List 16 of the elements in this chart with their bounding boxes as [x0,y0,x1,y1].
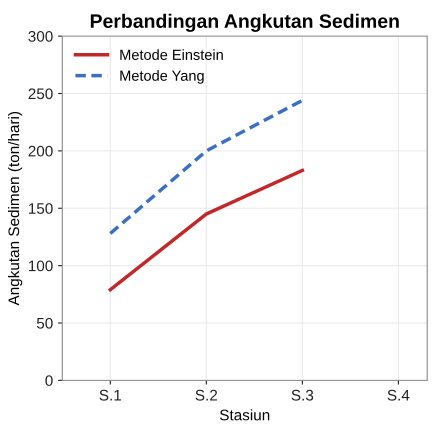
y-axis-title: Angkutan Sedimen (ton/hari) [8,112,22,306]
x-tick-label: S.2 [196,390,218,401]
legend-label: Metode Yang [120,70,204,84]
chart-title: Perbandingan Angkutan Sedimen [90,14,399,32]
y-tick-label: 300 [28,30,53,42]
y-tick-label: 100 [28,260,53,272]
x-tick-label: S.4 [388,390,410,401]
y-tick-label: 250 [28,88,53,100]
x-axis-title: Stasiun [220,409,270,420]
y-tick-label: 200 [28,146,53,157]
legend-label: Metode Einstein [120,49,223,60]
y-tick-label: 0 [45,375,53,386]
y-tick-label: 150 [28,203,53,214]
x-tick-label: S.1 [100,390,122,401]
x-tick-label: S.3 [292,390,314,401]
y-tick-label: 50 [36,318,53,329]
